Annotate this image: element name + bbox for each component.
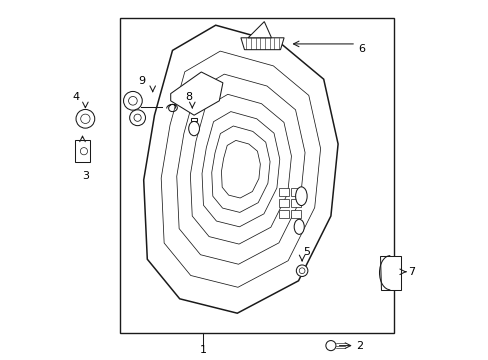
Bar	[290, 210, 300, 218]
Bar	[120, 18, 393, 333]
Circle shape	[81, 114, 90, 123]
Circle shape	[123, 91, 142, 110]
Text: 3: 3	[81, 171, 89, 181]
Circle shape	[296, 265, 307, 276]
Circle shape	[325, 341, 335, 351]
Polygon shape	[143, 25, 337, 313]
Bar	[278, 210, 288, 218]
Circle shape	[299, 268, 305, 274]
Text: 5: 5	[302, 247, 309, 257]
Ellipse shape	[294, 219, 304, 234]
Text: 9: 9	[138, 76, 145, 86]
Circle shape	[128, 96, 137, 105]
Text: 1: 1	[199, 345, 206, 355]
Text: 6: 6	[357, 44, 364, 54]
Bar	[278, 199, 288, 207]
Bar	[75, 140, 90, 162]
Ellipse shape	[188, 121, 199, 136]
Text: 8: 8	[185, 92, 192, 102]
Circle shape	[134, 114, 141, 121]
Text: 7: 7	[407, 267, 415, 277]
Circle shape	[80, 148, 87, 155]
Polygon shape	[379, 256, 400, 290]
Circle shape	[129, 110, 145, 126]
Bar	[278, 188, 288, 196]
Bar	[290, 188, 300, 196]
Bar	[190, 118, 197, 121]
Polygon shape	[241, 38, 284, 50]
Polygon shape	[170, 72, 223, 115]
Text: 2: 2	[355, 341, 363, 351]
Text: 4: 4	[72, 92, 80, 102]
Bar	[290, 199, 300, 207]
Ellipse shape	[295, 187, 306, 206]
Circle shape	[76, 109, 95, 128]
Polygon shape	[247, 22, 271, 38]
